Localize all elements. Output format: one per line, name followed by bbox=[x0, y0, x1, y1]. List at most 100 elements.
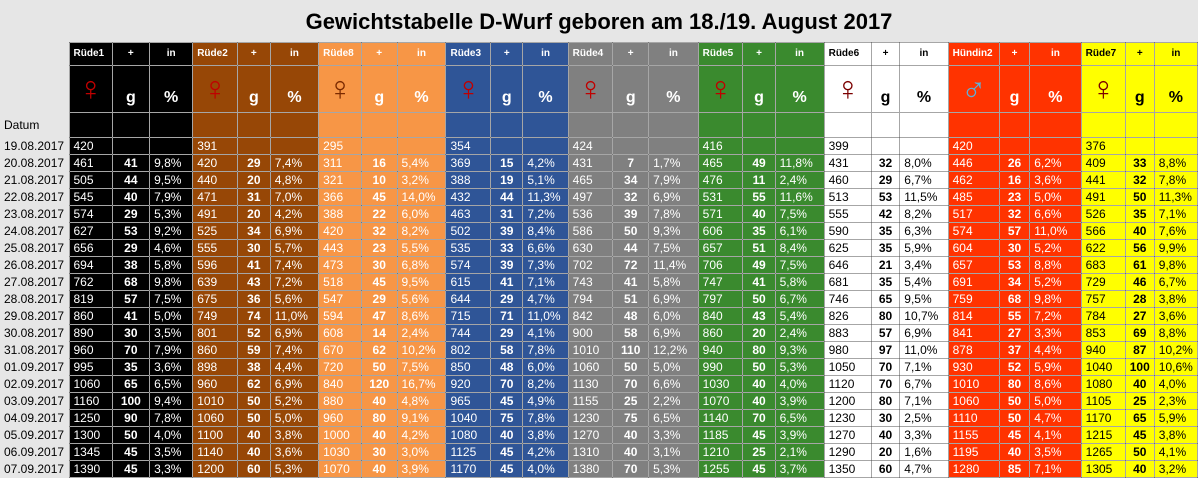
weight-cell: 1040 bbox=[1080, 358, 1126, 376]
percent-cell: 7,4% bbox=[269, 154, 320, 172]
gain-cell: 50 bbox=[998, 409, 1031, 427]
gain-cell: 11 bbox=[742, 171, 776, 189]
weight-cell: 749 bbox=[192, 307, 238, 325]
gain-cell: 100 bbox=[1124, 358, 1155, 376]
weight-cell: 1300 bbox=[68, 426, 113, 444]
blank-cell bbox=[68, 112, 113, 138]
in-header: in bbox=[522, 42, 569, 66]
unit-pct: % bbox=[538, 89, 553, 106]
percent-cell: 8,8% bbox=[1029, 256, 1082, 274]
datum-label: Datum bbox=[0, 112, 69, 138]
symbol-row: ♀ g% ♀ g% ♀ g% ♀ g% ♀ g% ♀ g% ♀ g% ♂ g% ♀ g% bbox=[0, 65, 1198, 113]
gain-cell: 53 bbox=[998, 256, 1031, 274]
percent-cell: 8,4% bbox=[774, 239, 825, 257]
gain-cell: 39 bbox=[612, 205, 650, 223]
unit-g: g bbox=[1134, 89, 1145, 106]
unit-g: g bbox=[880, 89, 891, 106]
percent-cell: 6,7% bbox=[774, 290, 825, 308]
gain-cell: 25 bbox=[1124, 392, 1155, 410]
percent-cell: 10,2% bbox=[1153, 341, 1198, 359]
date-cell: 23.08.2017 bbox=[0, 205, 69, 223]
weight-cell: 1200 bbox=[823, 392, 872, 410]
gain-cell: 40 bbox=[742, 375, 776, 393]
sex-symbol-cell: ♀ bbox=[192, 65, 238, 113]
weight-cell: 536 bbox=[567, 205, 614, 223]
gain-cell: 75 bbox=[490, 409, 524, 427]
datum-row: Datum bbox=[0, 112, 1198, 138]
weight-cell: 606 bbox=[697, 222, 744, 240]
percent-cell: 7,2% bbox=[269, 273, 320, 291]
gain-cell: 41 bbox=[111, 307, 151, 325]
weight-cell: 657 bbox=[697, 239, 744, 257]
weight-cell: 842 bbox=[567, 307, 614, 325]
gain-cell bbox=[742, 137, 776, 155]
percent-cell: 3,7% bbox=[774, 460, 825, 478]
percent-cell: 3,8% bbox=[269, 426, 320, 444]
weight-cell: 840 bbox=[697, 307, 744, 325]
gain-cell: 41 bbox=[490, 273, 524, 291]
percent-cell: 7,4% bbox=[269, 341, 320, 359]
date-cell: 22.08.2017 bbox=[0, 188, 69, 206]
gain-cell: 53 bbox=[111, 222, 151, 240]
unit-pct: % bbox=[666, 89, 681, 106]
percent-cell: 6,9% bbox=[269, 222, 320, 240]
gain-cell bbox=[111, 137, 151, 155]
weight-cell: 743 bbox=[567, 273, 614, 291]
sex-symbol-cell: ♀ bbox=[1080, 65, 1126, 113]
gain-cell: 55 bbox=[742, 188, 776, 206]
percent-cell: 5,0% bbox=[1029, 392, 1082, 410]
gain-cell: 50 bbox=[998, 392, 1031, 410]
gain-cell: 29 bbox=[236, 154, 271, 172]
sex-symbol-cell: ♀ bbox=[68, 65, 113, 113]
plus-header: + bbox=[236, 42, 271, 66]
gain-cell: 48 bbox=[612, 307, 650, 325]
percent-cell: 7,8% bbox=[648, 205, 699, 223]
unit-pct: % bbox=[164, 89, 179, 106]
blank-cell bbox=[947, 112, 1000, 138]
gain-cell: 70 bbox=[612, 460, 650, 478]
blank-cell bbox=[269, 112, 320, 138]
weight-cell: 1380 bbox=[567, 460, 614, 478]
gain-cell: 32 bbox=[360, 222, 398, 240]
gain-cell: 20 bbox=[236, 171, 271, 189]
gain-cell: 75 bbox=[612, 409, 650, 427]
unit-pct-cell: % bbox=[149, 65, 194, 113]
gain-cell: 58 bbox=[490, 341, 524, 359]
percent-cell: 7,1% bbox=[1153, 205, 1198, 223]
percent-cell: 7,2% bbox=[1029, 307, 1082, 325]
gain-cell: 40 bbox=[490, 426, 524, 444]
in-header: in bbox=[396, 42, 447, 66]
percent-cell bbox=[396, 137, 447, 155]
weight-cell: 784 bbox=[1080, 307, 1126, 325]
gain-cell: 110 bbox=[612, 341, 650, 359]
percent-cell: 2,1% bbox=[774, 443, 825, 461]
unit-g: g bbox=[1009, 89, 1020, 106]
percent-cell: 6,8% bbox=[396, 256, 447, 274]
weight-cell: 644 bbox=[445, 290, 492, 308]
gain-cell: 46 bbox=[1124, 273, 1155, 291]
date-cell: 19.08.2017 bbox=[0, 137, 69, 155]
percent-cell: 3,8% bbox=[522, 426, 569, 444]
percent-cell: 5,6% bbox=[396, 290, 447, 308]
percent-cell: 3,9% bbox=[396, 460, 447, 478]
percent-cell: 3,4% bbox=[899, 256, 949, 274]
percent-cell: 9,5% bbox=[899, 290, 949, 308]
date-cell: 31.08.2017 bbox=[0, 341, 69, 359]
blank-cell bbox=[149, 112, 194, 138]
gain-cell: 55 bbox=[998, 307, 1031, 325]
gain-cell: 68 bbox=[998, 290, 1031, 308]
weight-table: Rüde1 + in Rüde2 + in Rüde8 + in Rüde3 + in Rüde4 + in… bbox=[0, 42, 1198, 478]
gain-cell: 35 bbox=[870, 222, 901, 240]
gain-cell: 65 bbox=[111, 375, 151, 393]
in-header: in bbox=[149, 42, 194, 66]
weight-cell: 890 bbox=[68, 324, 113, 342]
gain-cell: 57 bbox=[870, 324, 901, 342]
percent-cell: 5,1% bbox=[522, 171, 569, 189]
weight-cell: 526 bbox=[1080, 205, 1126, 223]
unit-g-cell: g bbox=[1124, 65, 1155, 113]
gain-cell bbox=[612, 137, 650, 155]
percent-cell: 7,8% bbox=[522, 341, 569, 359]
gain-cell: 29 bbox=[111, 239, 151, 257]
puppy-name: Rüde3 bbox=[445, 42, 492, 66]
weight-cell: 1155 bbox=[947, 426, 1000, 444]
